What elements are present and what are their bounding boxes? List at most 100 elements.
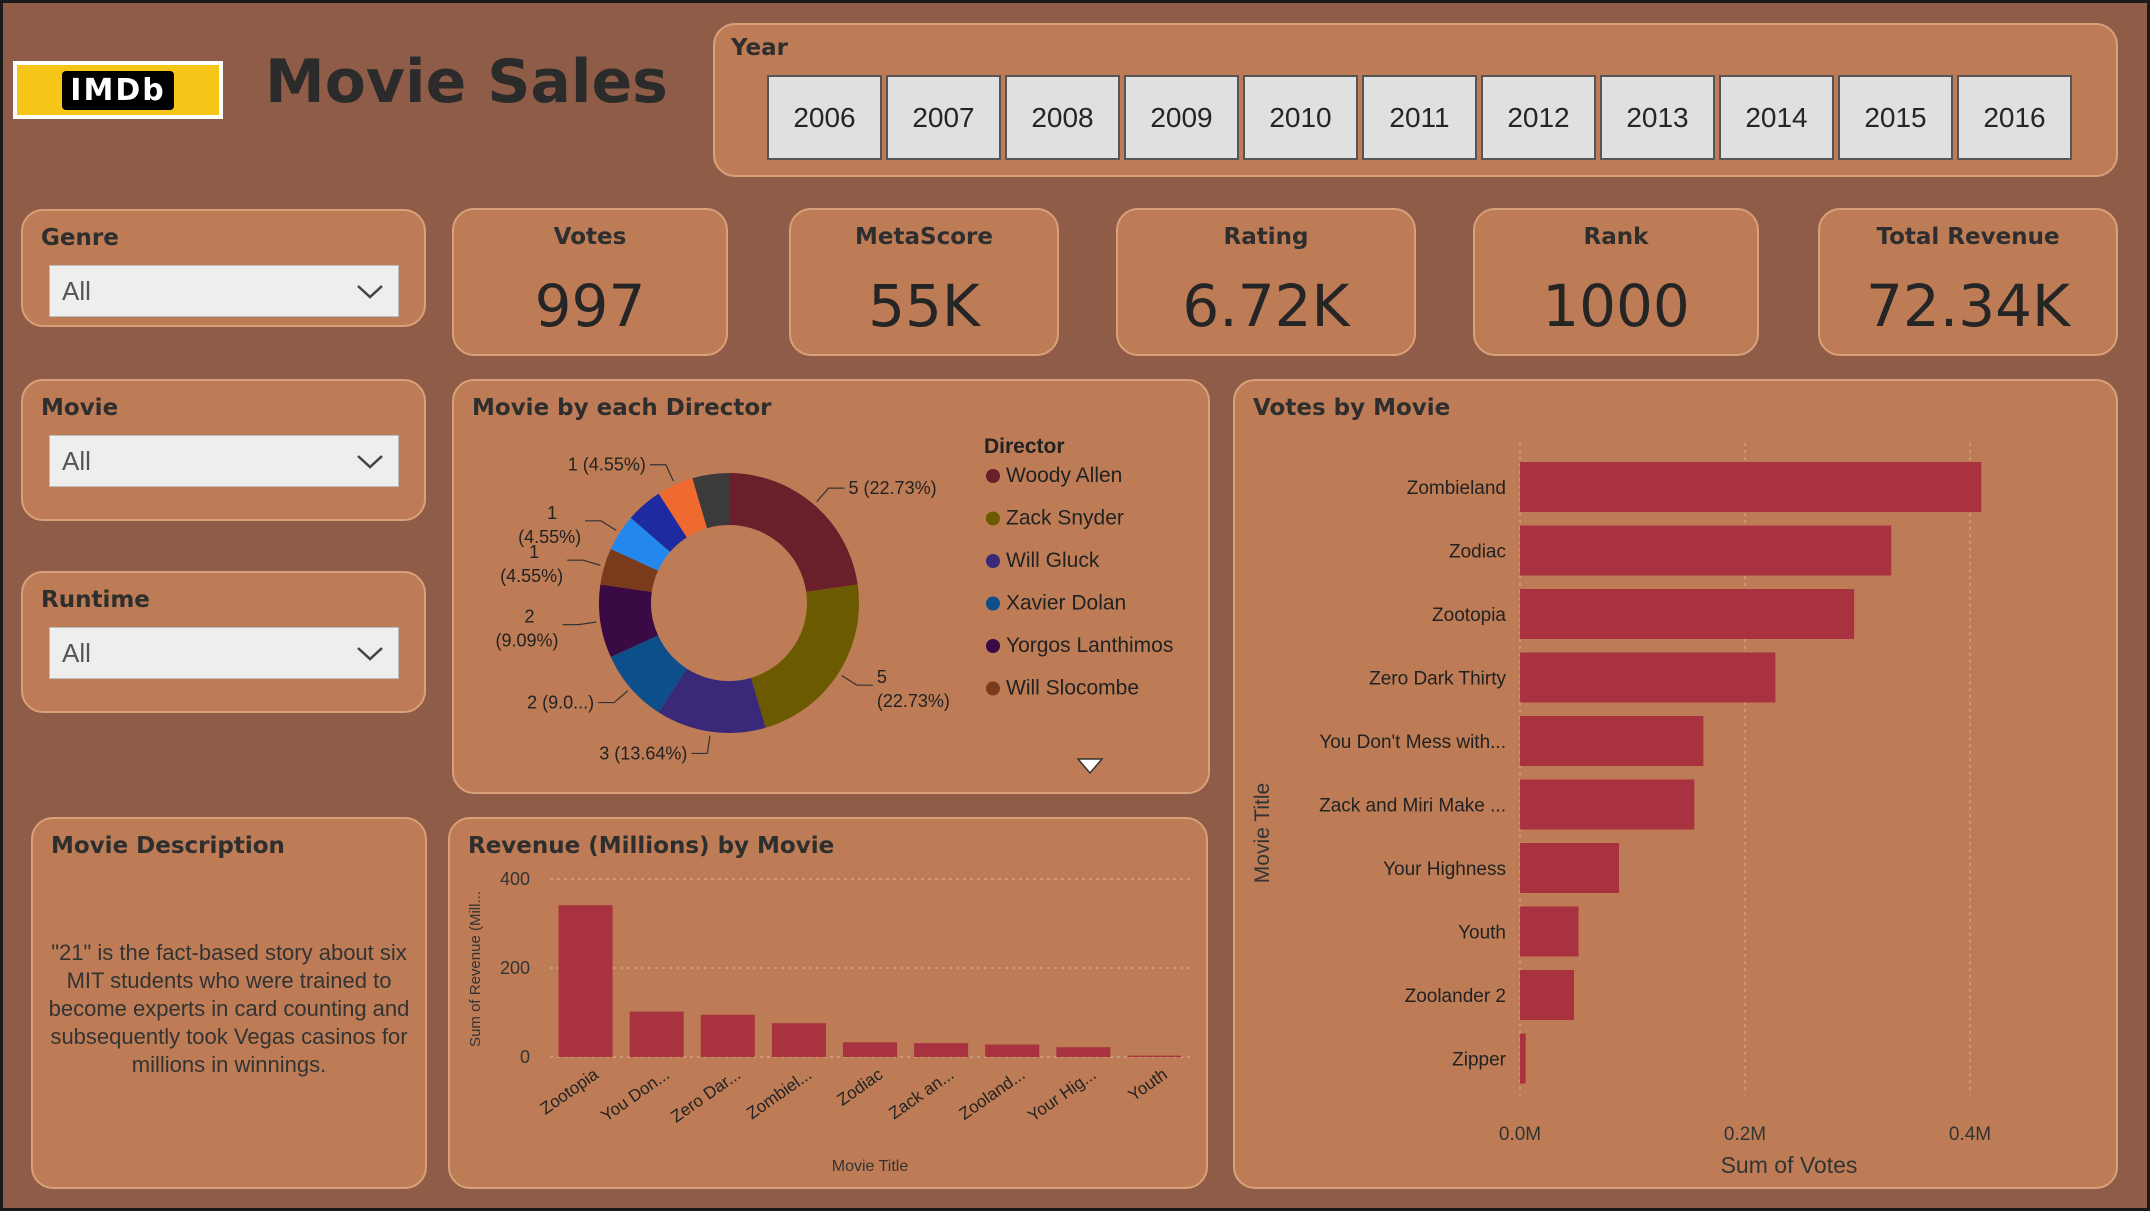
votes-x-tick: 0.4M — [1949, 1124, 1991, 1145]
revenue-bar[interactable] — [558, 905, 613, 1057]
year-button-2010[interactable]: 2010 — [1243, 75, 1358, 160]
year-button-2011[interactable]: 2011 — [1362, 75, 1477, 160]
donut-title: Movie by each Director — [472, 395, 772, 421]
revenue-x-tick: Zodiac — [834, 1064, 887, 1109]
legend-scroll-down-icon[interactable] — [1076, 758, 1104, 775]
donut-slice[interactable] — [599, 584, 659, 658]
kpi-rating-value: 6.72K — [1182, 272, 1350, 340]
kpi-revenue-card: Total Revenue 72.34K — [1818, 208, 2118, 356]
legend-entry[interactable]: Yorgos Lanthimos — [1006, 634, 1173, 657]
votes-bar[interactable] — [1520, 906, 1579, 957]
chevron-down-icon — [357, 647, 383, 661]
year-button-2007[interactable]: 2007 — [886, 75, 1001, 160]
donut-label-line — [598, 690, 629, 704]
year-button-2006[interactable]: 2006 — [767, 75, 882, 160]
donut-data-label: 1 (4.55%) — [568, 455, 646, 475]
description-text: "21" is the fact-based story about six M… — [48, 940, 410, 1077]
donut-slice[interactable] — [610, 517, 671, 571]
revenue-y-axis-label: Sum of Revenue (Mill... — [467, 891, 484, 1047]
year-button-2012[interactable]: 2012 — [1481, 75, 1596, 160]
donut-data-label: (4.55%) — [518, 527, 581, 547]
donut-data-label: (22.73%) — [877, 691, 950, 711]
donut-slice[interactable] — [658, 668, 766, 733]
votes-y-tick: Zipper — [1452, 1050, 1507, 1071]
genre-dropdown-value: All — [62, 275, 91, 306]
donut-label-line — [585, 520, 617, 532]
donut-slice[interactable] — [610, 635, 687, 713]
revenue-x-tick: Zack an... — [885, 1065, 957, 1123]
legend-marker — [986, 511, 1000, 526]
kpi-metascore-card: MetaScore 55K — [789, 208, 1059, 356]
legend-entry[interactable]: Will Gluck — [1006, 549, 1100, 572]
year-button-2013[interactable]: 2013 — [1600, 75, 1715, 160]
donut-slice[interactable] — [750, 584, 859, 728]
year-button-2016[interactable]: 2016 — [1957, 75, 2072, 160]
page-title: Movie Sales — [265, 47, 668, 117]
votes-y-tick: Zero Dark Thirty — [1369, 669, 1506, 690]
votes-bar[interactable] — [1520, 716, 1704, 766]
revenue-bar[interactable] — [1127, 1055, 1182, 1057]
votes-bar[interactable] — [1520, 652, 1776, 703]
donut-slice[interactable] — [729, 473, 858, 592]
revenue-x-tick: Zooland... — [956, 1065, 1029, 1124]
revenue-bar[interactable] — [1056, 1047, 1111, 1057]
movie-slicer-title: Movie — [41, 395, 119, 421]
votes-bar[interactable] — [1520, 589, 1855, 639]
donut-label-line — [562, 621, 597, 626]
genre-dropdown[interactable]: All — [49, 265, 399, 317]
donut-slice[interactable] — [658, 478, 708, 538]
kpi-metascore-title: MetaScore — [855, 224, 993, 250]
legend-entry[interactable]: Woody Allen — [1006, 464, 1122, 487]
votes-x-axis-label: Sum of Votes — [1721, 1152, 1858, 1178]
kpi-votes-card: Votes 997 — [452, 208, 728, 356]
donut-slice[interactable] — [600, 548, 659, 592]
revenue-bar[interactable] — [914, 1043, 969, 1057]
legend-entry[interactable]: Xavier Dolan — [1006, 592, 1126, 615]
votes-y-tick: Zoolander 2 — [1405, 986, 1506, 1007]
donut-data-label: 1 — [529, 542, 539, 562]
runtime-dropdown[interactable]: All — [49, 627, 399, 679]
legend-marker — [986, 639, 1000, 653]
votes-bar[interactable] — [1520, 843, 1619, 893]
donut-slice[interactable] — [630, 493, 687, 552]
imdb-logo: IMDb — [13, 61, 223, 119]
year-buttons: 2006 2007 2008 2009 2010 2011 2012 2013 … — [767, 75, 2072, 160]
votes-bar[interactable] — [1520, 462, 1982, 512]
revenue-bar[interactable] — [771, 1023, 826, 1057]
votes-x-tick: 0.0M — [1499, 1124, 1541, 1145]
year-slicer-title: Year — [731, 35, 789, 61]
revenue-by-movie-card: Revenue (Millions) by Movie Zootopia You … — [448, 817, 1208, 1189]
kpi-rank-title: Rank — [1583, 224, 1649, 250]
donut-data-label: 5 (22.73%) — [849, 478, 937, 498]
year-button-2014[interactable]: 2014 — [1719, 75, 1834, 160]
votes-y-tick: Zodiac — [1449, 542, 1506, 563]
revenue-x-tick: You Don... — [598, 1065, 673, 1126]
votes-y-tick: Youth — [1458, 923, 1506, 944]
kpi-rating-card: Rating 6.72K — [1116, 208, 1416, 356]
revenue-x-axis-label: Movie Title — [832, 1158, 909, 1175]
votes-bar[interactable] — [1520, 970, 1574, 1020]
donut-data-label: 1 — [547, 503, 557, 523]
revenue-bar[interactable] — [842, 1042, 898, 1057]
kpi-rank-value: 1000 — [1542, 272, 1690, 340]
legend-entry[interactable]: Zack Snyder — [1006, 507, 1124, 530]
votes-bar[interactable] — [1520, 525, 1892, 576]
legend-marker — [986, 469, 1000, 483]
movie-dropdown[interactable]: All — [49, 435, 399, 487]
year-button-2015[interactable]: 2015 — [1838, 75, 1953, 160]
votes-bar[interactable] — [1520, 779, 1695, 830]
donut-label-line — [816, 487, 845, 503]
donut-slice[interactable] — [692, 473, 729, 529]
year-button-2009[interactable]: 2009 — [1124, 75, 1239, 160]
legend-entry[interactable]: Will Slocombe — [1006, 677, 1139, 700]
chevron-down-icon — [357, 455, 383, 469]
revenue-bar[interactable] — [985, 1044, 1040, 1057]
runtime-slicer-title: Runtime — [41, 587, 150, 613]
votes-bar[interactable] — [1520, 1033, 1526, 1084]
year-button-2008[interactable]: 2008 — [1005, 75, 1120, 160]
revenue-bar[interactable] — [629, 1011, 684, 1057]
revenue-x-tick: Your Hig... — [1024, 1065, 1099, 1126]
votes-x-tick: 0.2M — [1724, 1124, 1766, 1145]
revenue-bar[interactable] — [700, 1014, 755, 1057]
